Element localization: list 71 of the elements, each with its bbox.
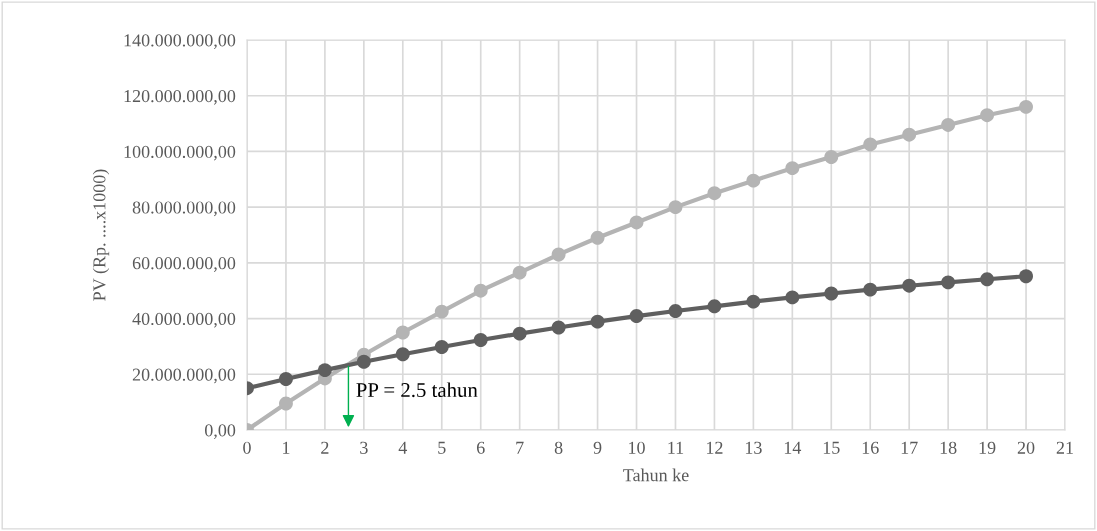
point (785, 290, 800, 305)
point (395, 347, 410, 362)
point (668, 304, 683, 318)
x-tick-label: 17 (901, 441, 918, 454)
x-tick-label: 19 (979, 441, 996, 454)
point (824, 150, 839, 164)
x-tick-label: 8 (554, 441, 563, 454)
y-tick-label: 0,00 (204, 424, 236, 440)
point (551, 247, 566, 262)
x-tick-label: 9 (593, 441, 602, 454)
x-tick-label: 1 (283, 441, 290, 454)
point (395, 325, 410, 340)
point (824, 286, 839, 301)
point (707, 186, 722, 201)
point (551, 320, 566, 335)
point (902, 278, 917, 293)
point (629, 215, 644, 230)
x-tick-label: 3 (360, 441, 368, 454)
point (629, 309, 644, 324)
point (590, 314, 605, 329)
x-tick-label: 21 (1056, 441, 1073, 454)
point (941, 118, 956, 132)
y-tick-label: 20.000.000,00 (132, 368, 236, 384)
point (707, 299, 722, 314)
point (279, 372, 293, 386)
x-tick-label: 14 (784, 441, 802, 454)
point (356, 354, 371, 369)
y-tick-label: 120.000.000,00 (124, 89, 236, 105)
point (434, 340, 449, 354)
point (863, 137, 878, 152)
point (668, 200, 683, 215)
point (941, 275, 956, 290)
point (980, 108, 995, 123)
x-tick-label: 2 (321, 441, 329, 454)
y-tick-label: 100.000.000,00 (124, 145, 236, 161)
y-tick-label: 40.000.000,00 (132, 312, 236, 328)
point (512, 265, 527, 280)
x-tick-label: 4 (398, 441, 408, 454)
x-tick-label: 10 (629, 441, 645, 454)
y-tick-label: 60.000.000,00 (132, 257, 236, 272)
point (746, 294, 761, 309)
y-tick-label: 80.000.000,00 (132, 201, 236, 217)
y-axis-title: PV (Rp. ....x1000) (92, 169, 110, 301)
point (317, 363, 332, 378)
point (746, 173, 761, 188)
point (512, 326, 527, 341)
point (980, 272, 995, 287)
x-tick-label: 16 (862, 441, 879, 454)
point (785, 161, 800, 176)
x-tick-label: 15 (823, 441, 840, 454)
annotation: PP = 2.5 tahun (356, 382, 478, 398)
x-tick-label: 13 (745, 441, 762, 454)
x-tick-label: 11 (668, 441, 684, 454)
x-tick-label: 7 (516, 441, 524, 454)
x-tick-label: 12 (706, 441, 723, 454)
point (902, 127, 917, 142)
y-tick-label: 140.000.000,00 (124, 34, 236, 50)
x-tick-label: 20 (1017, 441, 1035, 454)
point (279, 396, 293, 411)
x-tick-label: 18 (940, 441, 957, 454)
point (863, 282, 878, 297)
x-tick-label: 6 (476, 441, 485, 454)
point (473, 283, 488, 298)
point (434, 304, 449, 319)
point (1019, 99, 1033, 114)
x-axis-title: Tahun ke (623, 468, 689, 482)
x-tick-label: 0 (243, 441, 251, 454)
point (1019, 269, 1033, 284)
point (590, 230, 605, 245)
point (473, 333, 488, 347)
x-tick-label: 5 (438, 441, 446, 454)
